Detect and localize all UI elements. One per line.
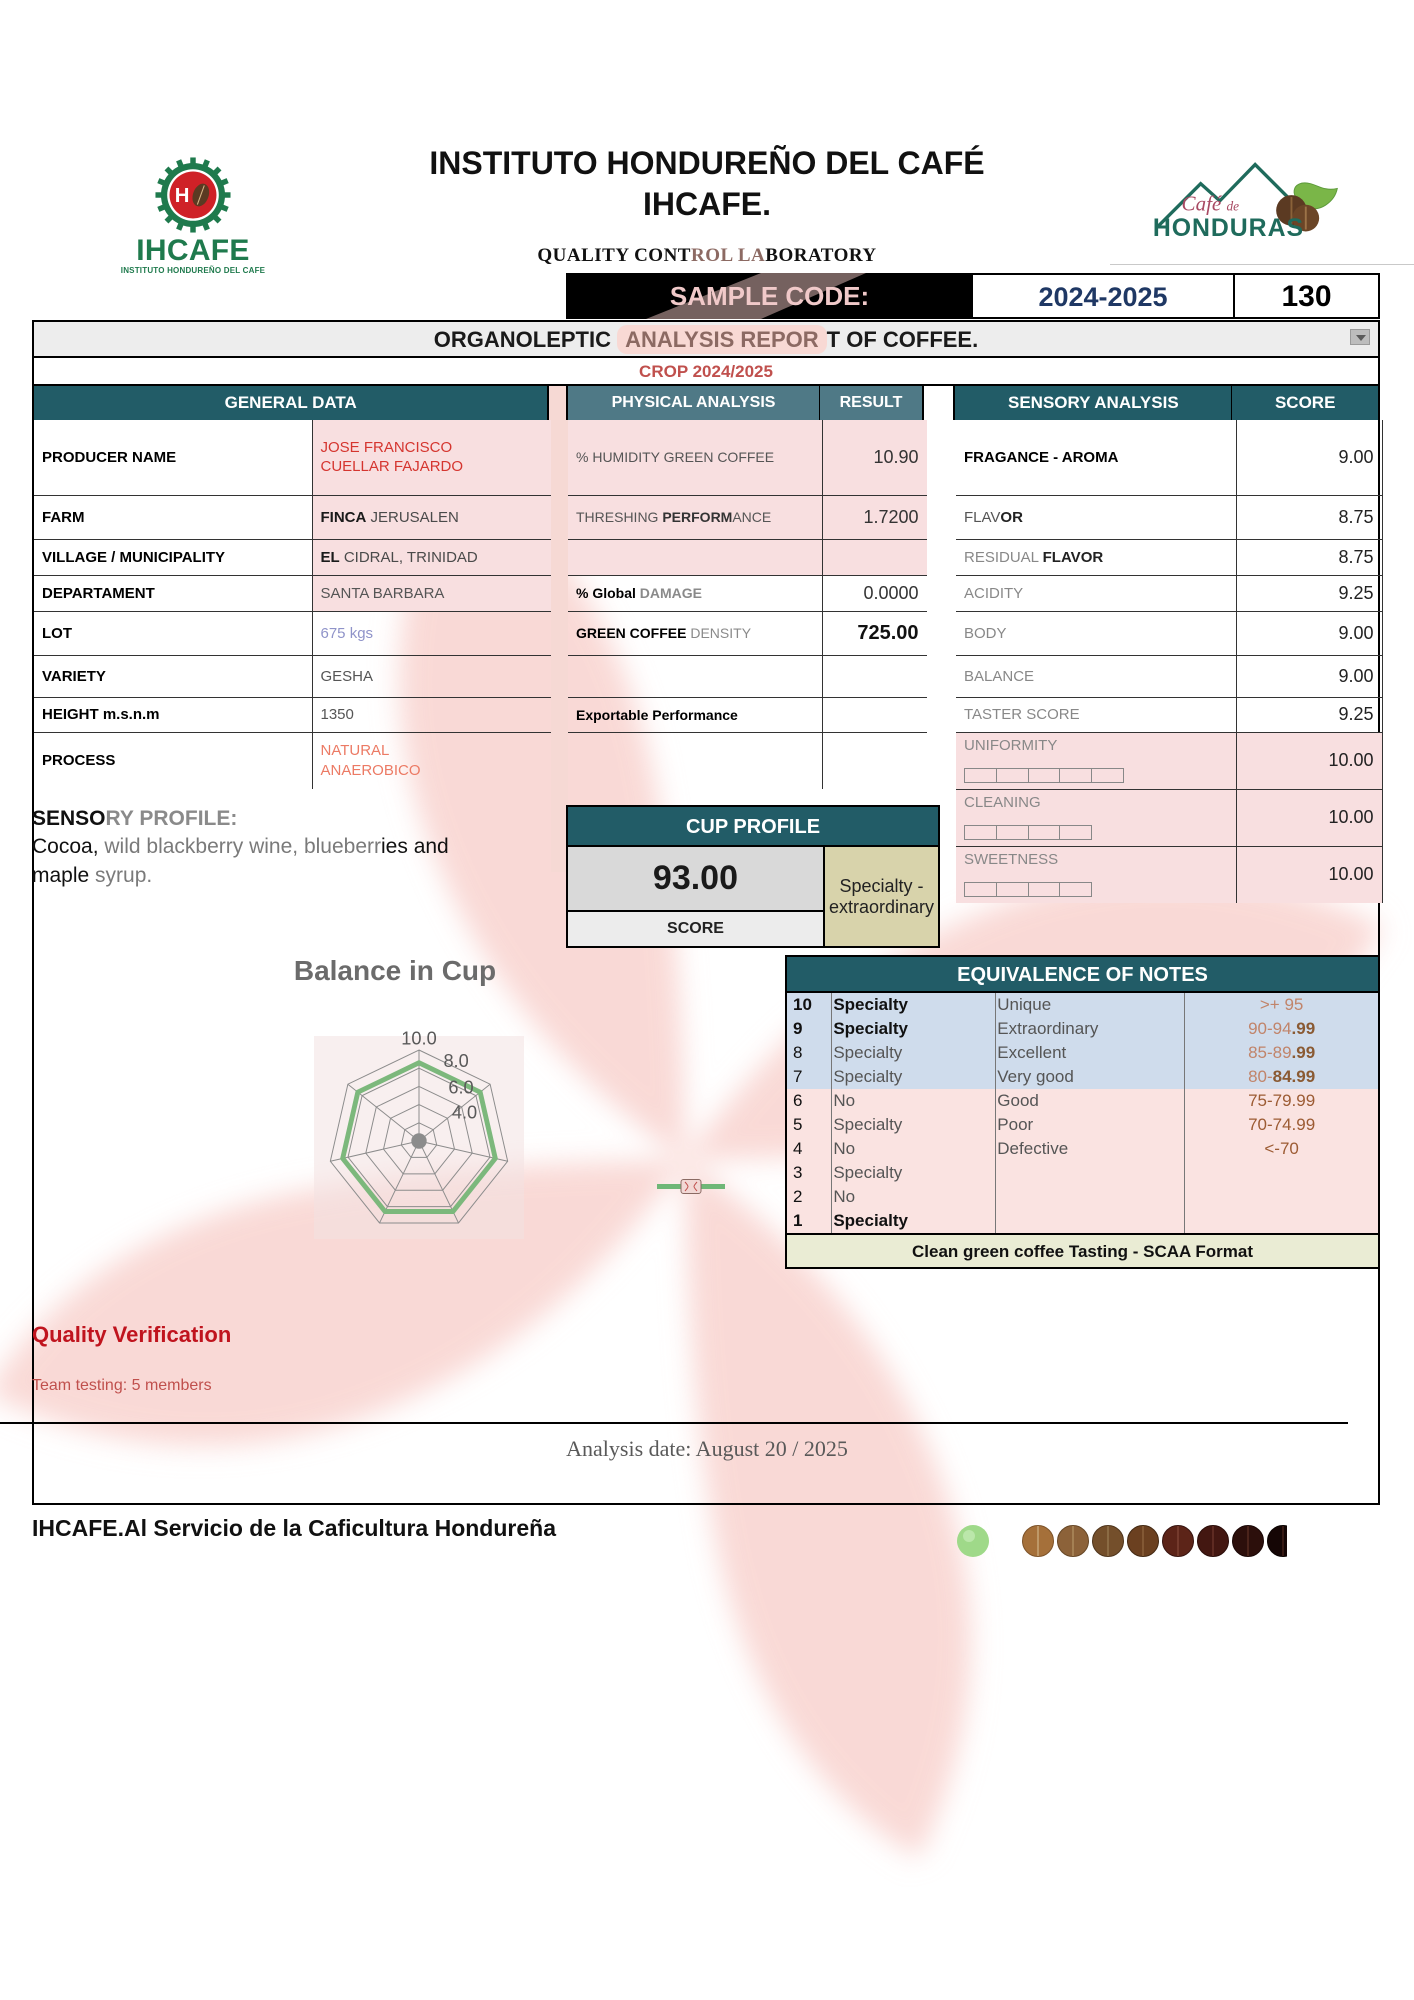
svg-text:8.0: 8.0 (443, 1051, 468, 1071)
svg-text:10.0: 10.0 (401, 1028, 436, 1048)
svg-text:HONDURAS: HONDURAS (1153, 215, 1304, 241)
svg-text:4.0: 4.0 (452, 1103, 477, 1123)
svg-text:6.0: 6.0 (448, 1077, 473, 1097)
svg-text:Café de: Café de (1182, 191, 1240, 215)
